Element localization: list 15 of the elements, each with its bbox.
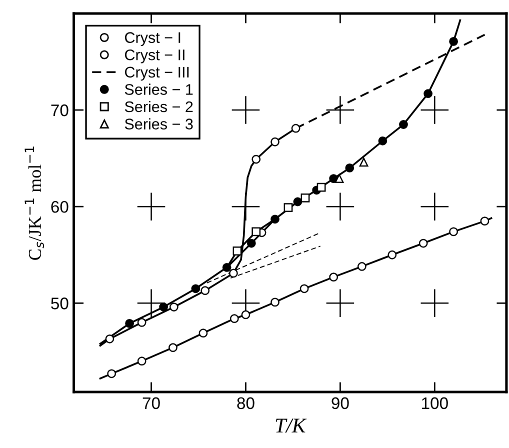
y-axis-title: C$_{s}$/JK$^{−1}$ mol$^{−1}$ — [24, 146, 44, 260]
y-tick-label: 50 — [51, 298, 68, 310]
x-axis-title: T/K — [276, 418, 307, 433]
x-tick-label: 100 — [422, 397, 448, 410]
legend-label: Series − 1 — [124, 84, 193, 95]
x-tick-label: 70 — [142, 397, 160, 410]
legend-label: Cryst − I — [124, 32, 180, 46]
y-tick-label: 60 — [51, 200, 68, 213]
x-tick-label: 90 — [332, 397, 349, 410]
legend-label: Cryst − III — [124, 66, 189, 81]
y-tick-label: 70 — [51, 104, 68, 116]
legend-label: Cryst − II — [124, 49, 184, 64]
x-tick-label: 80 — [237, 397, 254, 410]
legend-label: Series − 2 — [124, 100, 193, 112]
legend-label: Series − 3 — [124, 118, 193, 130]
